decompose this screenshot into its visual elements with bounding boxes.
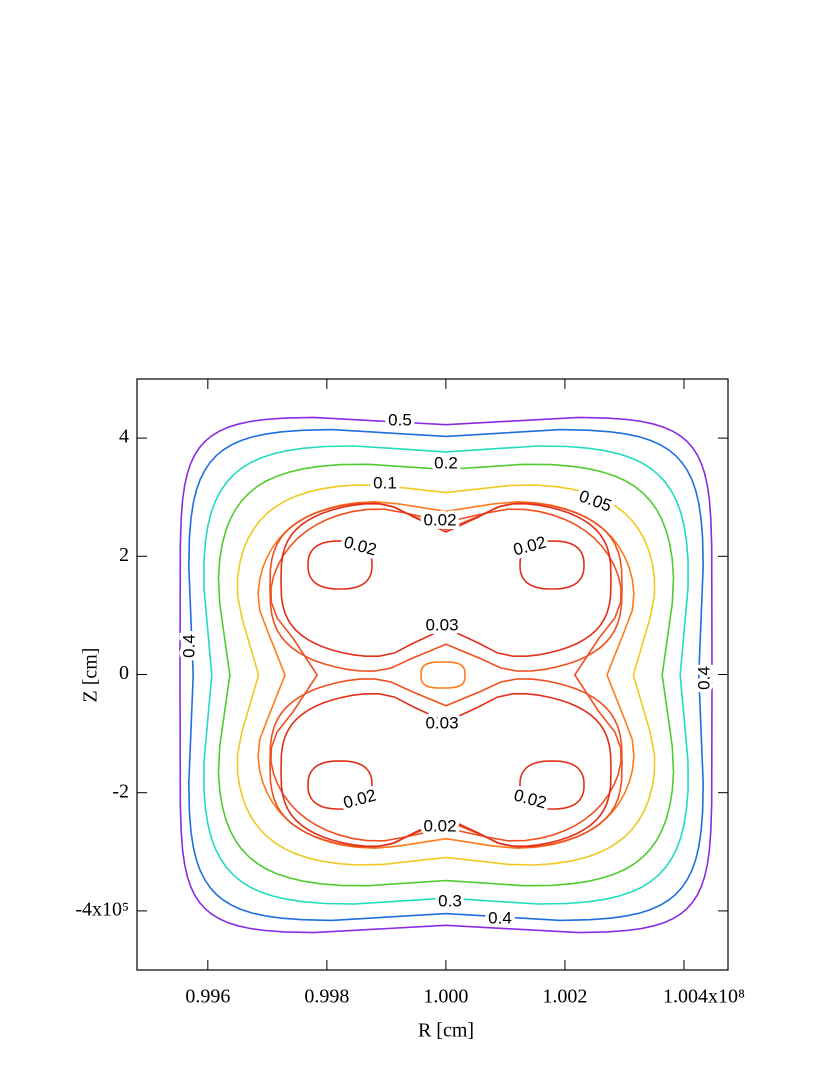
contour-label: 0.3 [438,891,462,910]
y-tick-label: -4x10⁵ [75,898,129,920]
contour-label: 0.02 [342,533,379,560]
contour-label: 0.4 [488,908,512,927]
contour-label: 0.03 [425,713,458,732]
contour-label: 0.2 [434,453,458,472]
contour-label: 0.02 [423,510,456,529]
y-tick-label: 2 [119,544,129,566]
x-tick-label: 1.004x10⁸ [663,986,745,1008]
contour-line [217,463,675,887]
contour-line [187,428,705,922]
contour-line [420,661,466,689]
y-tick-label: -2 [112,780,129,802]
contour-line [270,508,622,842]
y-tick-label: 4 [119,426,129,448]
y-axis-label: Z [cm] [80,648,102,703]
x-tick-label: 1.000 [423,986,468,1008]
contour-label: 0.1 [373,473,397,492]
x-tick-label: 0.998 [304,986,349,1008]
contour-line [307,760,373,810]
contour-label: 0.03 [425,615,458,634]
contour-label: 0.02 [341,786,378,813]
contour-line [179,416,713,934]
contour-line [257,500,635,850]
contour-label: 0.4 [179,634,198,658]
x-tick-label: 0.996 [185,986,230,1008]
contour-line [519,760,585,810]
contour-label: 0.02 [511,533,548,560]
y-tick-label: 0 [119,662,129,684]
contour-line [269,502,623,672]
contour-label: 0.5 [388,410,412,429]
contour-line [519,540,585,590]
contour-line [269,678,623,848]
contour-line [307,540,373,590]
contour-label: 0.05 [577,486,615,515]
contour-line [280,693,612,847]
x-tick-label: 1.002 [542,986,587,1008]
x-axis-label: R [cm] [418,1020,474,1042]
contour-label: 0.4 [694,666,713,690]
contour-line [203,445,689,905]
contour-label: 0.02 [423,816,456,835]
contour-line [236,484,656,866]
contour-line [280,503,612,657]
contour-label: 0.02 [512,786,549,813]
